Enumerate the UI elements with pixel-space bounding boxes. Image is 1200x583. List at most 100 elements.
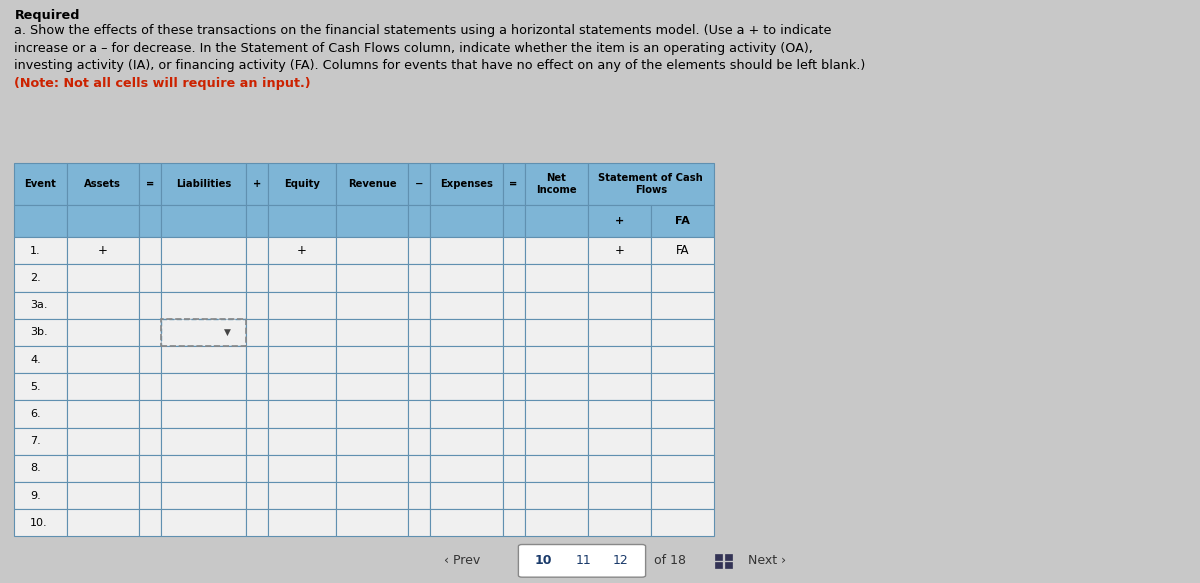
Bar [139,482,161,509]
Bar [336,509,408,536]
Text: ▼: ▼ [223,328,230,337]
Bar [588,482,650,509]
Bar [650,482,714,509]
Bar [503,292,524,319]
Bar [246,482,268,509]
Bar [588,292,650,319]
Text: 1.: 1. [30,246,41,256]
Bar [588,265,650,292]
Bar [524,265,588,292]
Bar [66,455,139,482]
Bar [408,237,431,265]
Text: 11: 11 [575,554,592,567]
Text: +: + [253,179,262,189]
Bar [725,562,732,568]
Bar [524,163,588,205]
Bar [650,401,714,427]
Bar [66,292,139,319]
Bar [524,205,588,237]
Bar [14,292,66,319]
Bar [715,562,722,568]
Text: 10.: 10. [30,518,48,528]
Text: =: = [145,179,154,189]
Bar [14,163,66,205]
Bar [139,205,161,237]
Bar [66,205,139,237]
Bar [588,509,650,536]
Text: 5.: 5. [30,382,41,392]
Text: 10: 10 [535,554,552,567]
Bar [336,319,408,346]
Bar [268,346,336,373]
Bar [588,346,650,373]
Bar [524,373,588,401]
Bar [139,509,161,536]
Bar [268,237,336,265]
Bar [588,205,650,237]
Text: (Note: Not all cells will require an input.): (Note: Not all cells will require an inp… [14,77,311,90]
Bar [246,265,268,292]
Text: +: + [298,244,307,257]
Bar [524,292,588,319]
Bar [161,401,246,427]
Bar [431,237,503,265]
Bar [66,346,139,373]
Bar [14,509,66,536]
Bar [268,373,336,401]
Bar [650,509,714,536]
Bar [431,482,503,509]
Bar [139,427,161,455]
Bar [14,319,66,346]
Bar [524,237,588,265]
Bar [431,373,503,401]
Text: FA: FA [674,216,690,226]
Bar [524,319,588,346]
Bar [588,401,650,427]
Bar [336,205,408,237]
Bar [14,237,66,265]
Text: 6.: 6. [30,409,41,419]
Bar [268,509,336,536]
Bar [588,237,650,265]
Text: 8.: 8. [30,463,41,473]
Bar [650,455,714,482]
Bar [139,237,161,265]
Bar [650,265,714,292]
Bar [524,346,588,373]
Bar [268,455,336,482]
Text: Expenses: Expenses [440,179,493,189]
Text: Liabilities: Liabilities [175,179,230,189]
Bar [268,427,336,455]
Bar [431,205,503,237]
Bar [14,427,66,455]
Bar [408,319,431,346]
Bar [268,401,336,427]
Bar [14,205,66,237]
Bar [246,237,268,265]
Text: +: + [614,216,624,226]
Bar [408,265,431,292]
Bar [14,401,66,427]
Bar [14,346,66,373]
Bar [524,455,588,482]
Bar [268,163,336,205]
Text: Assets: Assets [84,179,121,189]
Bar [14,373,66,401]
Bar [503,265,524,292]
Bar [336,482,408,509]
Bar [66,427,139,455]
Bar [139,292,161,319]
Bar [139,319,161,346]
Bar [161,265,246,292]
Bar [431,401,503,427]
Text: Statement of Cash
Flows: Statement of Cash Flows [599,173,703,195]
Text: of 18: of 18 [654,554,686,567]
Bar [139,265,161,292]
FancyBboxPatch shape [518,545,646,577]
Bar [408,455,431,482]
Bar [161,509,246,536]
Bar [66,509,139,536]
Text: −: − [415,179,424,189]
Bar [650,292,714,319]
Bar [503,373,524,401]
